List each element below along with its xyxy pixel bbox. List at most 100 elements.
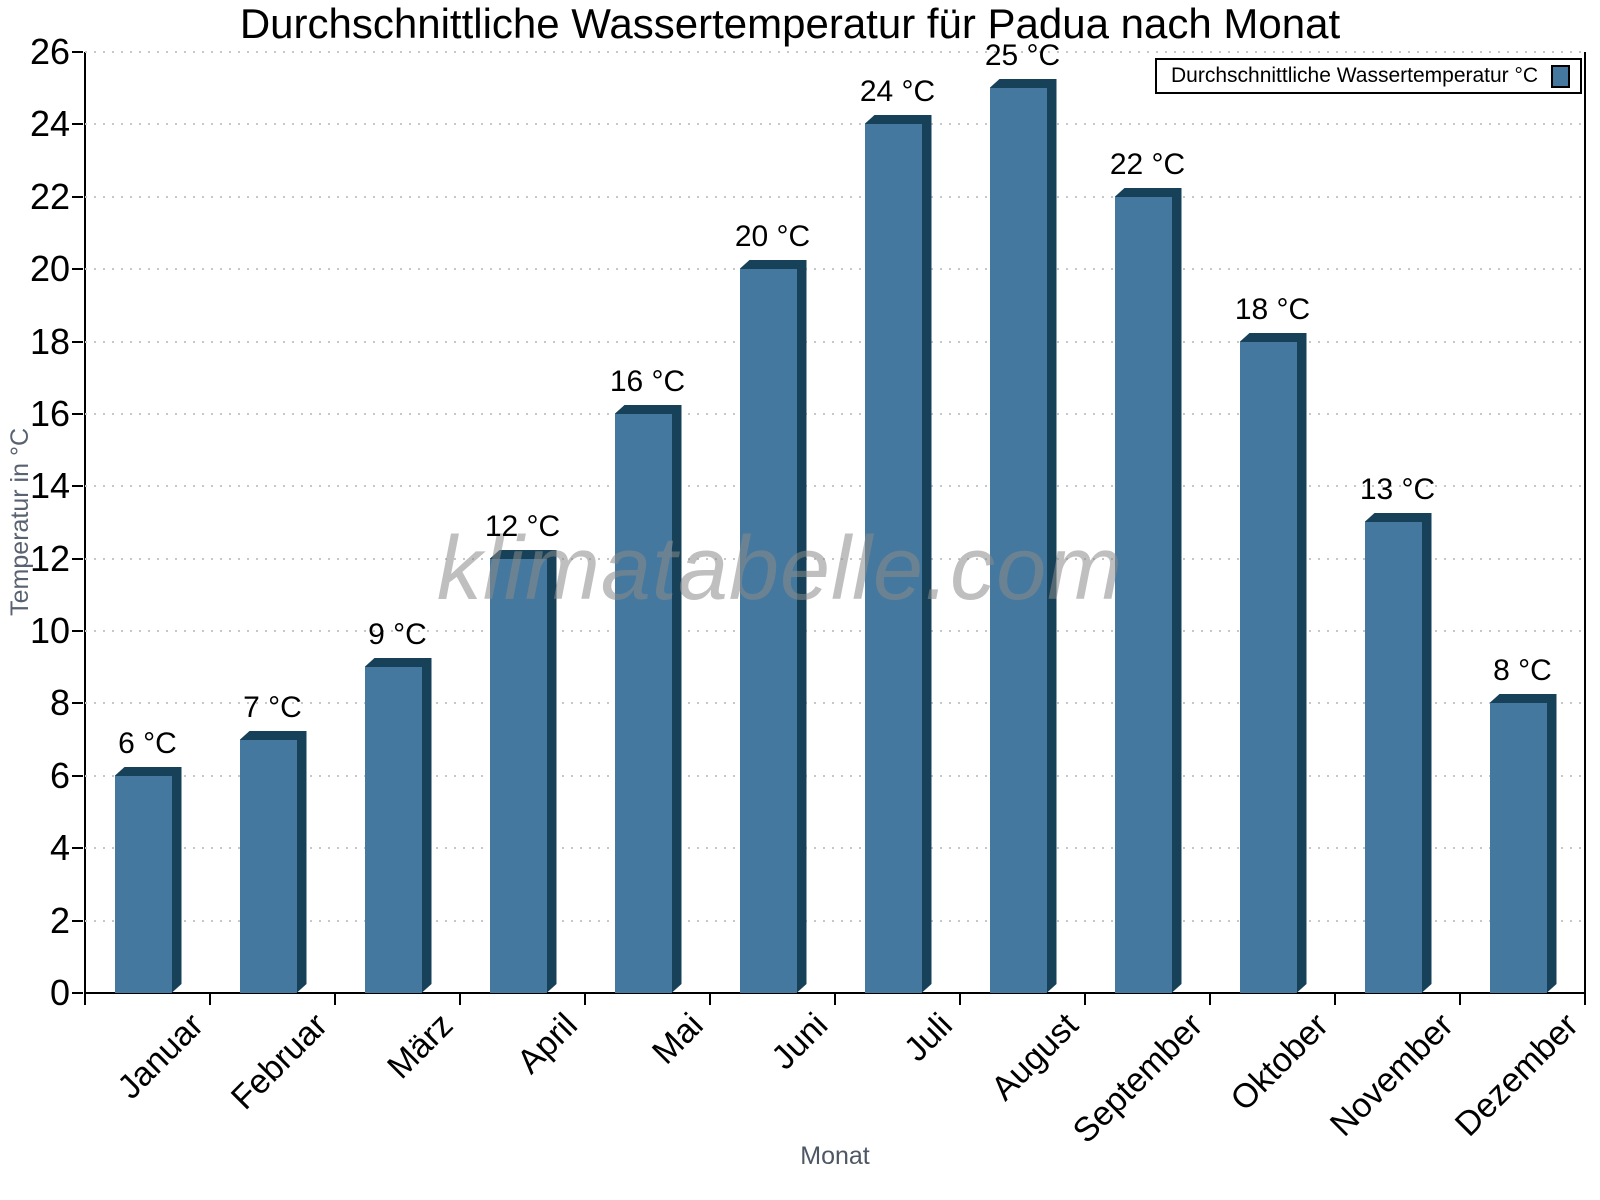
y-axis-tick [72,847,83,850]
x-axis-tick [1209,994,1211,1005]
x-category-label: Februar [224,1006,336,1118]
y-axis-tick-label: 2 [49,899,70,941]
gridline [85,919,1585,922]
gridline [85,630,1585,633]
bar-value-label: 7 °C [243,691,302,724]
y-axis-tick-label: 20 [29,248,70,290]
x-axis-tick [1084,994,1086,1005]
bar [740,260,807,993]
y-axis-tick-label: 12 [29,537,70,579]
bar-face [990,88,1047,993]
x-axis-tick [209,994,211,1005]
gridline [85,774,1585,777]
bar-face [1115,197,1172,993]
y-axis-tick [72,268,83,271]
gridline [85,412,1585,415]
x-category-label: März [380,1006,461,1087]
gridline [85,847,1585,850]
y-axis-title: Temperatur in °C [6,428,34,616]
bar [1490,694,1557,993]
bar-value-label: 6 °C [118,727,177,760]
y-axis-tick [72,51,83,53]
bar-value-label: 20 °C [734,220,811,253]
y-axis-tick [72,992,83,994]
y-axis-tick [72,919,83,922]
legend: Durchschnittliche Wassertemperatur °C [1155,58,1582,94]
y-axis-tick-label: 4 [49,827,70,869]
bar [365,658,432,993]
bar [115,767,182,993]
bar-value-label: 9 °C [368,618,427,651]
gridline [85,557,1585,560]
x-axis-tick [834,994,836,1005]
bar-face [1490,703,1547,993]
bar-value-label: 18 °C [1234,293,1311,326]
bar-value-label: 8 °C [1493,654,1552,687]
x-axis-tick [1459,994,1461,1005]
bar [615,405,682,993]
x-axis-tick [1334,994,1336,1005]
bar-face [1240,342,1297,993]
y-axis-tick-label: 22 [29,175,70,217]
bar [1115,188,1182,993]
y-axis-tick [72,340,83,343]
bar-face [240,740,297,993]
gridline [85,195,1585,198]
bar-value-label: 22 °C [1109,148,1186,181]
bar-value-label: 13 °C [1359,473,1436,506]
y-axis-tick-label: 16 [29,392,70,434]
x-axis-tick [959,994,961,1005]
bar-value-label: 25 °C [984,39,1061,72]
bar [490,550,557,993]
y-axis-tick [72,702,83,705]
bar [865,115,932,993]
x-axis-tick [84,994,86,1005]
bar [990,79,1057,993]
y-axis-tick-label: 14 [29,465,70,507]
bar-face [615,414,672,993]
y-axis-tick-label: 6 [49,754,70,796]
x-category-label: Mai [644,1006,711,1072]
watermark: klimatabelle.com [436,519,1124,619]
x-axis-tick [1584,994,1586,1005]
y-axis-tick [72,630,83,633]
bar-face [490,559,547,993]
y-axis-tick-label: 24 [29,103,70,145]
gridline [85,340,1585,343]
x-category-label: Oktober [1222,1006,1336,1119]
y-axis-tick-label: 8 [49,682,70,724]
y-axis-tick [72,195,83,198]
x-category-label: August [983,1006,1086,1108]
x-category-label: Juni [764,1006,836,1077]
y-axis-tick-label: 26 [29,31,70,72]
gridline [85,123,1585,126]
bar [1365,513,1432,993]
x-axis-tick [709,994,711,1005]
x-axis-title: Monat [800,1142,870,1170]
x-axis-tick [584,994,586,1005]
legend-swatch-icon [1551,64,1570,88]
x-category-label: November [1322,1006,1461,1144]
y-axis-tick-label: 18 [29,320,70,362]
right-spine [1584,52,1586,993]
y-axis-tick [72,123,83,126]
bar [1240,333,1307,993]
legend-label: Durchschnittliche Wassertemperatur °C [1171,64,1539,87]
y-axis-tick-label: 0 [49,972,70,1013]
gridline [85,485,1585,488]
x-axis-bottom-spine [84,992,1586,994]
x-category-label: April [510,1006,586,1081]
y-axis-tick [72,774,83,777]
gridline [85,51,1585,53]
x-category-label: Juli [897,1006,961,1069]
x-axis-tick [334,994,336,1005]
x-category-label: Dezember [1447,1006,1586,1144]
y-axis-tick [72,412,83,415]
x-axis-tick [459,994,461,1005]
y-axis-tick [72,485,83,488]
chart-title: Durchschnittliche Wassertemperatur für P… [239,0,1341,47]
x-category-label: September [1065,1006,1211,1151]
bar-face [365,667,422,993]
bar-face [740,269,797,993]
